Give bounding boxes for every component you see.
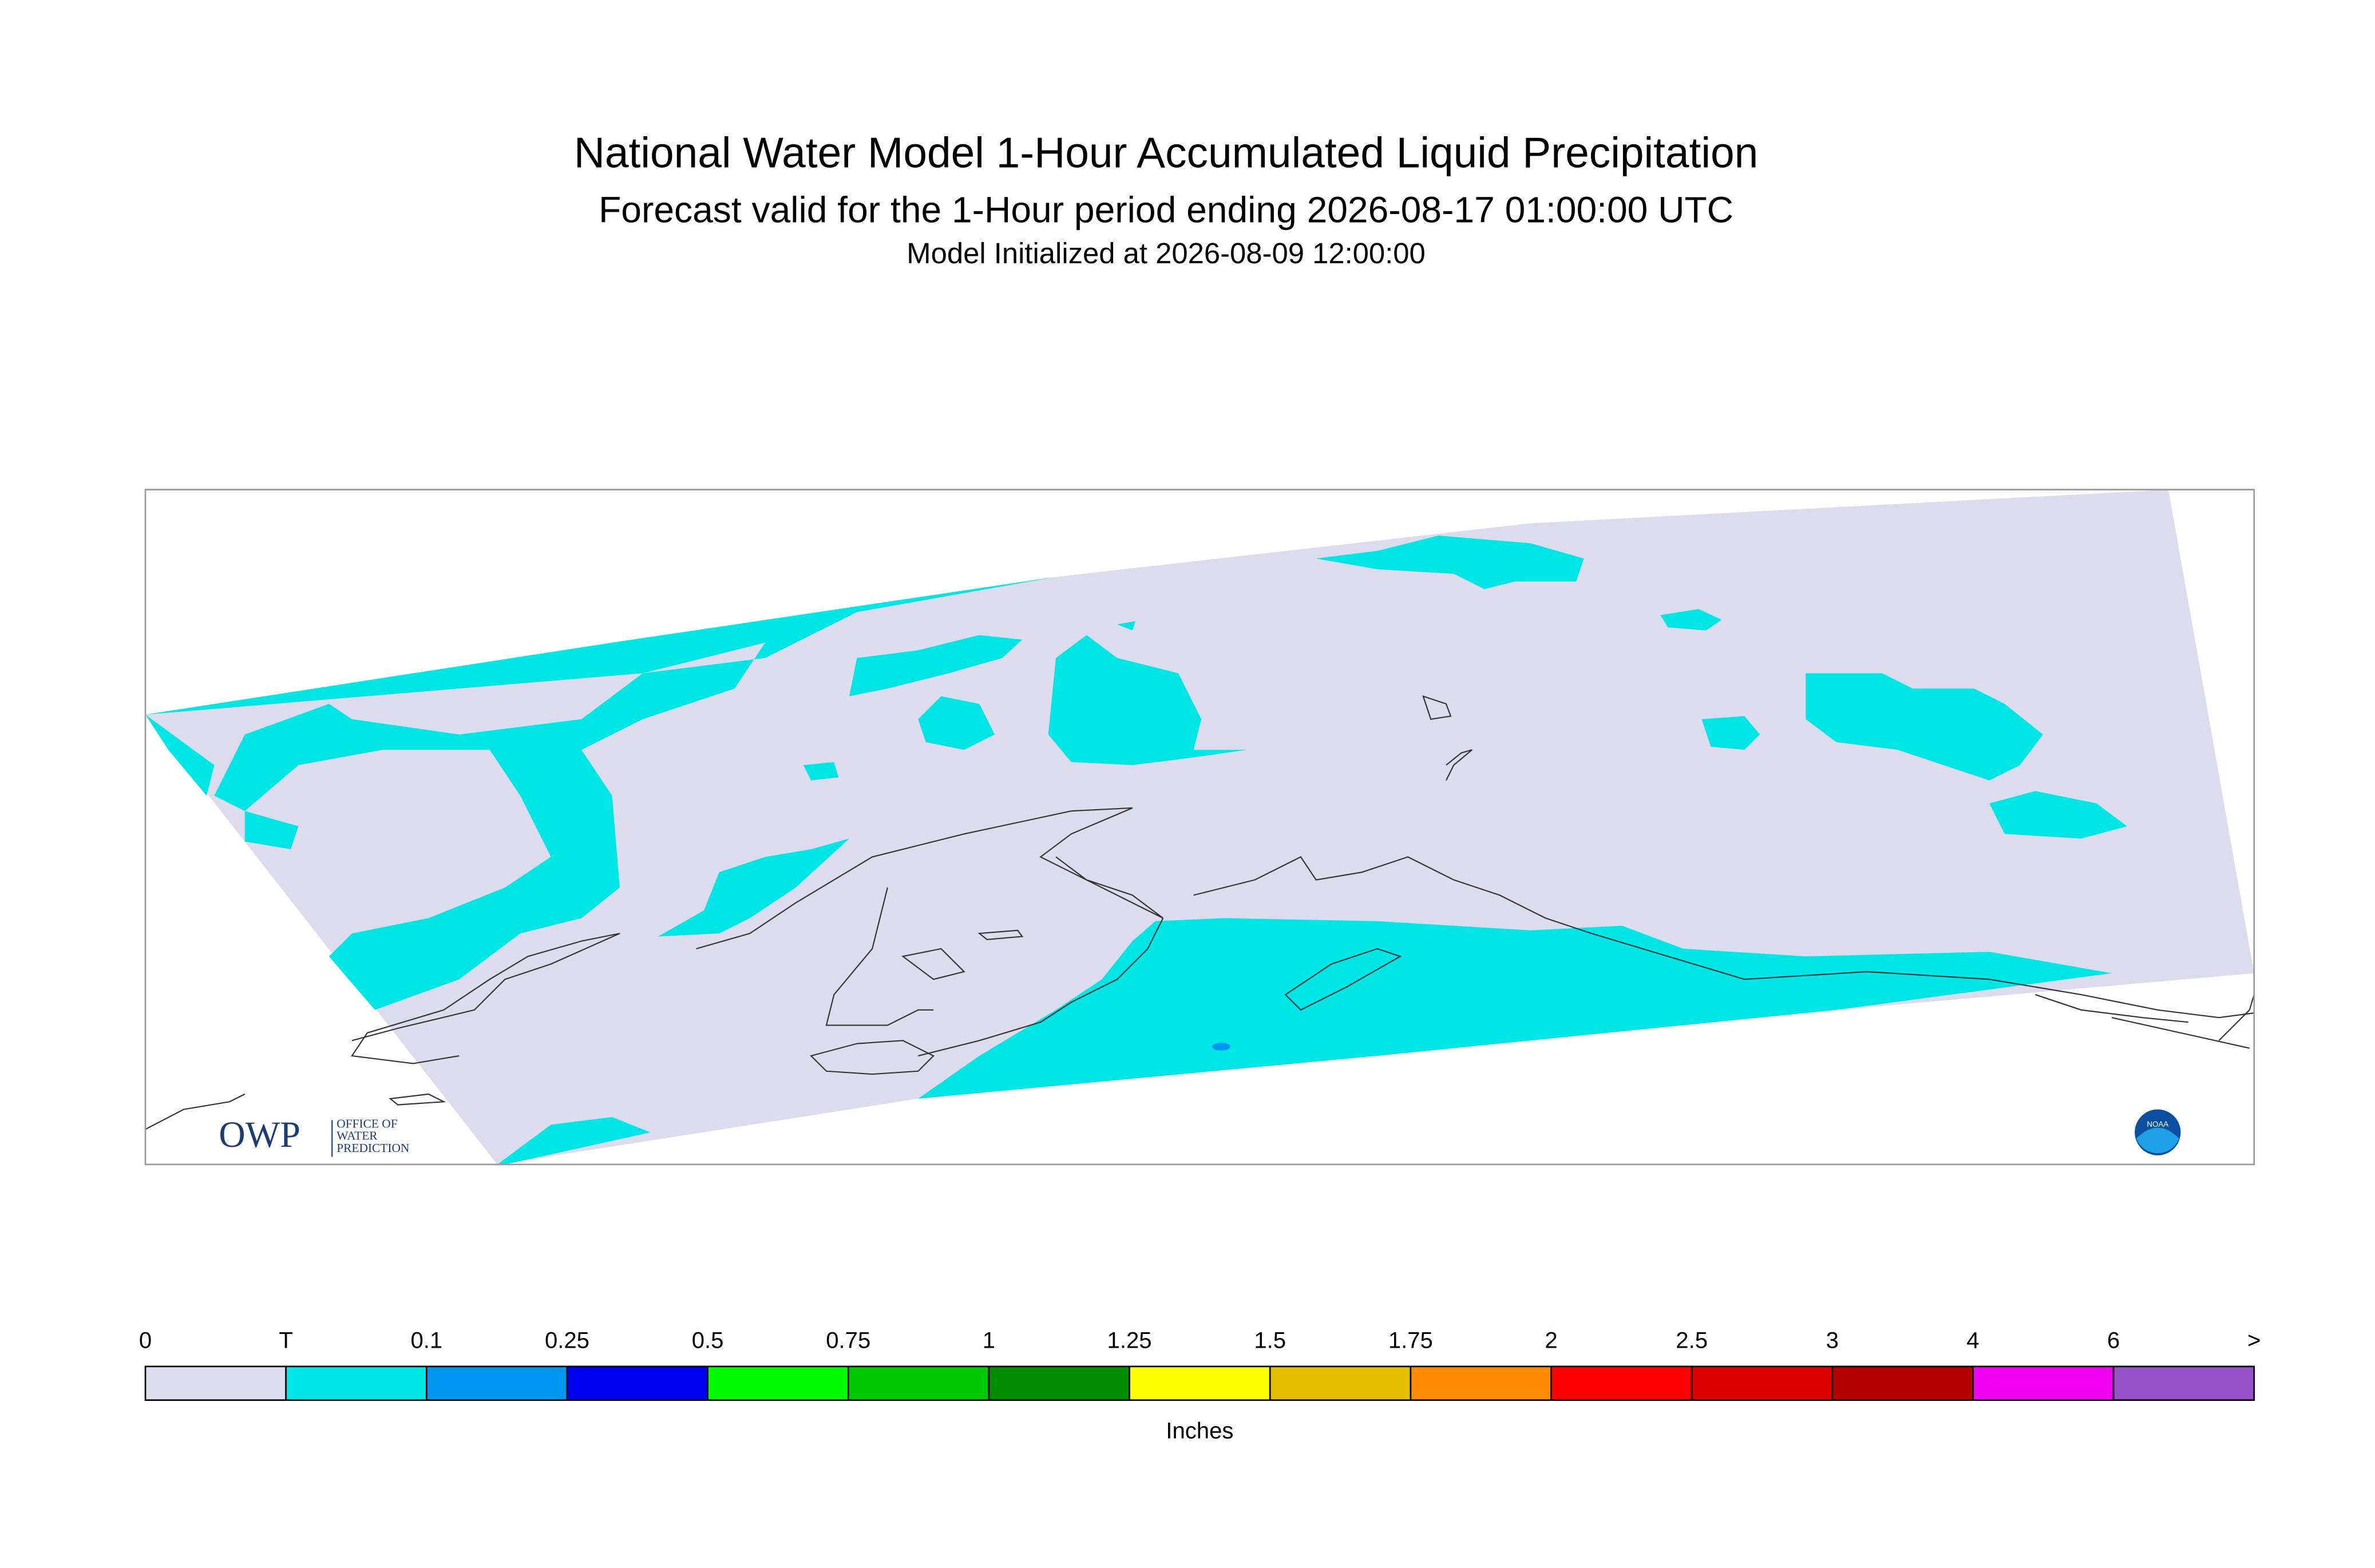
colorbar-label: T — [279, 1328, 293, 1353]
colorbar-swatch — [144, 1365, 287, 1401]
colorbar-label: 2 — [1545, 1328, 1557, 1353]
colorbar-units: Inches — [1166, 1418, 1233, 1443]
colorbar-label: 0.75 — [826, 1328, 870, 1353]
colorbar-label: 0.5 — [692, 1328, 724, 1353]
map: OWP OFFICE OF WATER PREDICTION NOAA — [144, 489, 2255, 1166]
subtitle: Forecast valid for the 1-Hour period end… — [599, 189, 1733, 231]
owp-logo-line: WATER — [337, 1129, 378, 1143]
colorbar-swatch — [1691, 1365, 1834, 1401]
owp-logo-line: PREDICTION — [337, 1141, 409, 1155]
owp-logo: OWP OFFICE OF WATER PREDICTION — [219, 1114, 409, 1157]
colorbar-swatch — [988, 1365, 1130, 1401]
init-time: Model Initialized at 2026-08-09 12:00:00 — [907, 237, 1426, 270]
title: National Water Model 1-Hour Accumulated … — [574, 129, 1758, 177]
colorbar-label: 1.75 — [1388, 1328, 1433, 1353]
coastlines — [145, 695, 2254, 1130]
colorbar-swatch — [1550, 1365, 1693, 1401]
colorbar-label: 0.1 — [410, 1328, 442, 1353]
colorbar-label: 1 — [983, 1328, 995, 1353]
colorbar-swatch — [1831, 1365, 1974, 1401]
colorbar-swatch — [707, 1365, 849, 1401]
colorbar-swatch — [2112, 1365, 2255, 1401]
colorbar-label: 0.25 — [545, 1328, 589, 1353]
colorbar-label: 4 — [1966, 1328, 1979, 1353]
precip-light — [1212, 1043, 1230, 1051]
colorbar-label: 2.5 — [1676, 1328, 1708, 1353]
colorbar-label: 0 — [139, 1328, 152, 1353]
colorbar-swatch — [566, 1365, 708, 1401]
colorbar-label: 1.25 — [1107, 1328, 1152, 1353]
precip-trace — [145, 535, 2127, 1165]
map-frame — [144, 489, 2255, 1166]
colorbar-swatch — [1972, 1365, 2115, 1401]
colorbar: 0 T 0.1 0.25 0.5 0.75 1 1.25 1.5 1.75 2 2.5 3 4 6 > — [139, 1328, 2261, 1401]
colorbar-swatch — [1129, 1365, 1271, 1401]
colorbar-label: 6 — [2107, 1328, 2120, 1353]
colorbar-swatch — [285, 1365, 428, 1401]
colorbar-swatch — [425, 1365, 568, 1401]
colorbar-label: 3 — [1826, 1328, 1839, 1353]
colorbar-label: > — [2247, 1328, 2261, 1353]
colorbar-swatch — [1410, 1365, 1552, 1401]
colorbar-swatch — [1269, 1365, 1412, 1401]
colorbar-swatch — [847, 1365, 990, 1401]
owp-logo-text: OWP — [219, 1114, 300, 1155]
noaa-text: NOAA — [2147, 1120, 2168, 1129]
colorbar-label: 1.5 — [1254, 1328, 1286, 1353]
noaa-logo: NOAA — [2135, 1109, 2181, 1155]
owp-logo-line: OFFICE OF — [337, 1116, 397, 1130]
